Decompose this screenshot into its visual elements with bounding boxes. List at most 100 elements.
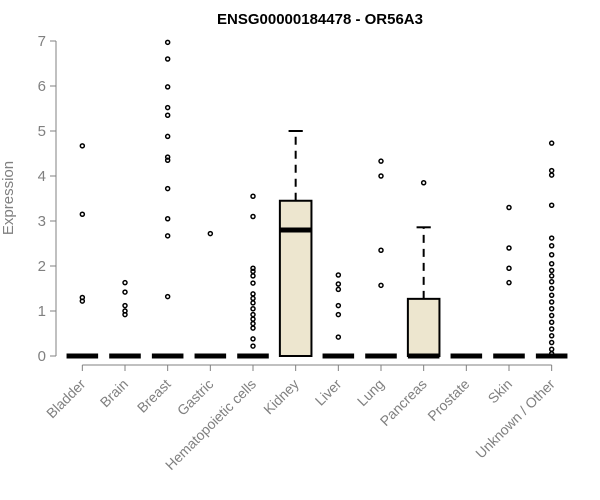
box-breast	[151, 39, 184, 359]
outlier-point	[122, 279, 128, 286]
y-tick-label: 0	[38, 348, 46, 365]
y-tick-label: 7	[38, 33, 46, 50]
box-gastric	[194, 230, 227, 359]
outlier-point	[335, 311, 342, 318]
outlier-point	[335, 302, 342, 309]
y-axis-label: Expression	[0, 161, 17, 235]
outlier-point	[164, 293, 171, 300]
y-tick-label: 4	[38, 168, 46, 185]
y-tick-label: 3	[38, 213, 46, 230]
box-body	[406, 297, 441, 358]
outlier-point	[164, 185, 171, 192]
outlier-point	[506, 265, 512, 271]
box-brain	[109, 279, 141, 359]
outlier-point	[548, 172, 555, 178]
outlier-point	[548, 202, 555, 208]
outlier-point	[250, 306, 256, 312]
x-tick-label: Gastric	[174, 376, 217, 419]
outlier-point	[548, 306, 555, 312]
outlier-point	[506, 204, 512, 211]
outlier-point	[164, 157, 171, 163]
outlier-point	[250, 273, 256, 279]
outlier-point	[548, 243, 555, 249]
outlier-point	[250, 265, 256, 271]
outlier-point	[164, 154, 171, 160]
outlier-point	[420, 180, 427, 186]
outlier-point	[250, 213, 256, 220]
outlier-point	[548, 326, 555, 332]
x-tick-label: Liver	[312, 376, 345, 409]
outlier-point	[335, 272, 342, 278]
chart-title: ENSG00000184478 - OR56A3	[217, 11, 423, 28]
outlier-point	[548, 267, 555, 274]
box-liver	[322, 272, 355, 359]
outlier-point	[335, 334, 342, 340]
outlier-point	[250, 295, 256, 302]
outlier-point	[164, 133, 171, 140]
outlier-point	[378, 282, 384, 289]
boxes-group	[66, 39, 568, 359]
outlier-point	[164, 104, 171, 111]
outlier-point	[335, 281, 342, 287]
outlier-point	[378, 158, 384, 164]
outlier-point	[335, 286, 342, 293]
outlier-point	[250, 311, 256, 318]
outlier-point	[548, 285, 555, 292]
outlier-point	[207, 230, 214, 237]
outlier-point	[122, 308, 128, 314]
outlier-point	[122, 302, 128, 309]
outlier-point	[164, 39, 171, 46]
y-tick-label: 6	[38, 78, 46, 95]
outlier-point	[548, 299, 555, 305]
x-tick-label: Breast	[134, 376, 174, 416]
outlier-point	[506, 245, 512, 251]
y-tick-label: 5	[38, 123, 46, 140]
outlier-point	[250, 320, 256, 327]
box-pancreas	[406, 180, 441, 359]
outlier-point	[79, 143, 86, 149]
box-skin	[493, 204, 525, 359]
x-tick-label: Pancreas	[377, 376, 430, 429]
outlier-point	[378, 173, 384, 179]
x-tick-label: Bladder	[43, 376, 89, 422]
outlier-point	[548, 339, 555, 346]
outlier-point	[164, 216, 171, 222]
box-bladder	[66, 143, 99, 359]
outlier-point	[164, 56, 171, 62]
outlier-point	[250, 300, 256, 306]
outlier-point	[548, 279, 555, 285]
outlier-point	[250, 291, 256, 297]
outlier-point	[506, 279, 512, 286]
box-unknown-other	[535, 140, 568, 359]
outlier-point	[164, 84, 171, 90]
outlier-point	[548, 312, 555, 319]
outlier-point	[250, 316, 256, 322]
y-tick-label: 2	[38, 258, 46, 275]
outlier-point	[79, 211, 86, 217]
box-hematopoietic-cells	[237, 193, 269, 359]
outlier-point	[164, 233, 171, 239]
x-tick-label: Unknown / Other	[472, 376, 558, 462]
outlier-point	[250, 280, 256, 286]
x-tick-label: Prostate	[424, 376, 472, 424]
outlier-point	[250, 193, 256, 199]
x-tick-label: Brain	[97, 376, 131, 410]
outlier-point	[548, 235, 555, 241]
outlier-point	[250, 268, 256, 275]
outlier-point	[548, 333, 555, 339]
outlier-point	[250, 343, 256, 349]
box-lung	[365, 158, 397, 359]
outlier-point	[548, 261, 555, 267]
y-tick-label: 1	[38, 303, 46, 320]
outlier-point	[548, 140, 555, 146]
outlier-point	[548, 346, 555, 352]
outlier-point	[548, 273, 555, 279]
x-tick-label: Lung	[354, 376, 387, 409]
outlier-point	[548, 252, 555, 258]
outlier-point	[250, 325, 256, 331]
outlier-point	[164, 112, 171, 118]
outlier-point	[548, 292, 555, 298]
